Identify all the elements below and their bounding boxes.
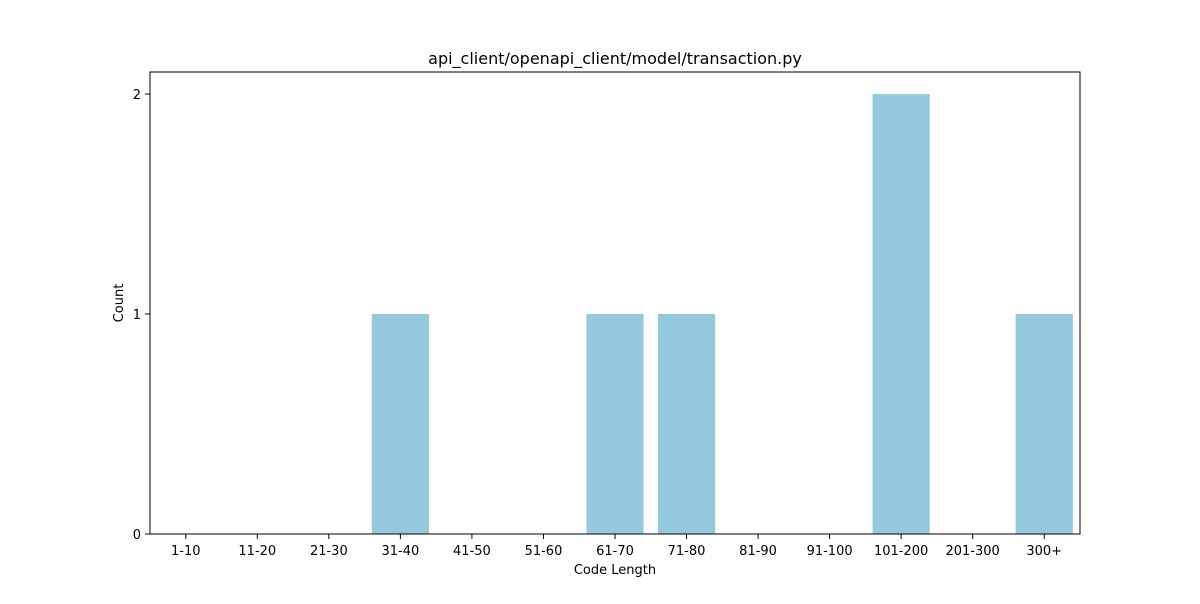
bar-101-200 xyxy=(872,94,930,534)
y-tick-label: 1 xyxy=(133,308,141,323)
x-tick-label: 41-50 xyxy=(453,544,491,559)
x-tick-label: 91-100 xyxy=(807,544,853,559)
bar-71-80 xyxy=(657,314,716,534)
y-tick-label: 0 xyxy=(133,528,141,543)
x-tick-label: 300+ xyxy=(1026,544,1062,559)
x-tick-label: 81-90 xyxy=(739,544,777,559)
y-axis: 0 1 2 xyxy=(133,88,150,543)
x-tick-label: 21-30 xyxy=(310,544,348,559)
bars-layer xyxy=(371,94,1073,534)
bar-61-70 xyxy=(586,314,644,534)
plot-frame xyxy=(149,71,1081,535)
bar-300+ xyxy=(1015,314,1073,534)
y-tick-label: 2 xyxy=(133,88,141,103)
bar-31-40 xyxy=(371,314,429,534)
x-tick-label: 61-70 xyxy=(596,544,634,559)
x-axis-label: Code Length xyxy=(574,563,656,578)
x-tick-label: 51-60 xyxy=(525,544,563,559)
x-tick-label: 11-20 xyxy=(238,544,276,559)
y-axis-label: Count xyxy=(112,284,127,323)
x-axis: 1-10 11-20 21-30 31-40 41-50 51-60 61-70 71-80 8… xyxy=(171,534,1062,559)
chart-title: api_client/openapi_client/model/transact… xyxy=(428,49,802,69)
x-tick-label: 31-40 xyxy=(381,544,419,559)
x-tick-label: 1-10 xyxy=(171,544,201,559)
x-tick-label: 101-200 xyxy=(874,544,928,559)
x-tick-label: 201-300 xyxy=(946,544,1000,559)
x-tick-label: 71-80 xyxy=(668,544,706,559)
